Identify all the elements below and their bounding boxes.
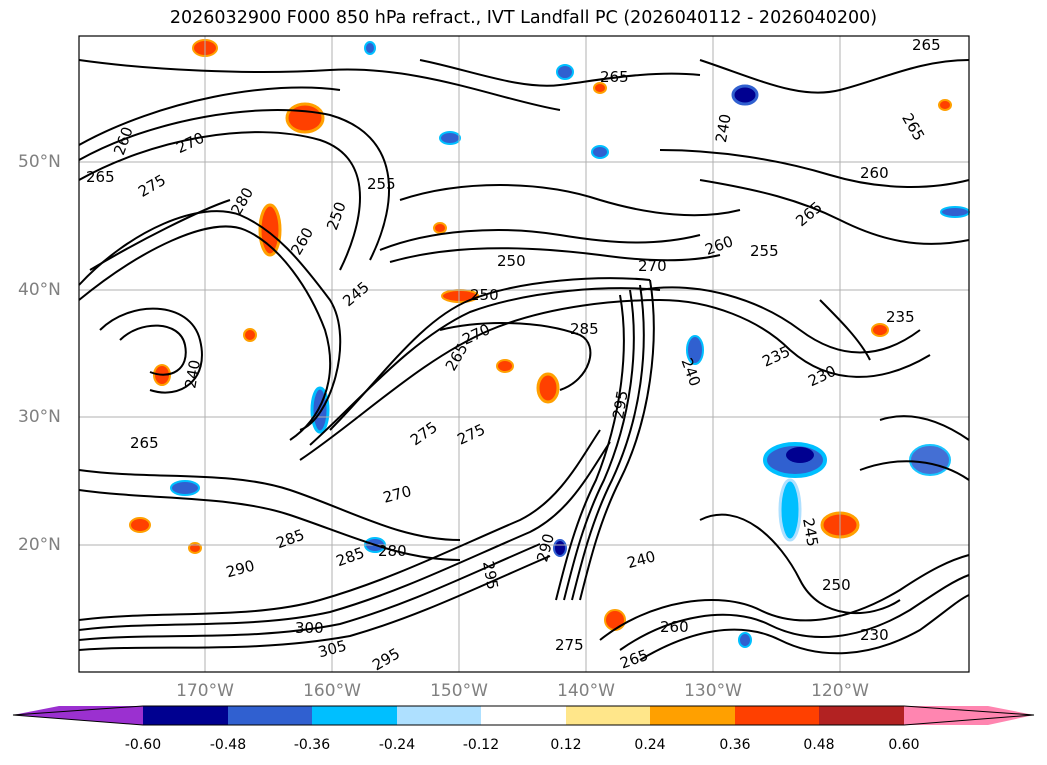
colorbar-tick-label: -0.36 bbox=[293, 737, 331, 753]
colorbar-left-extension bbox=[13, 706, 143, 725]
contour-label-group: 265 265 270 260 265 275 280 255 250 260 … bbox=[86, 36, 941, 674]
longitude-label: 160°W bbox=[303, 681, 361, 701]
colorbar-tick-label: -0.24 bbox=[378, 737, 416, 753]
map-background bbox=[79, 36, 969, 672]
colorbar-segment bbox=[481, 706, 566, 725]
map-frame bbox=[78, 35, 970, 673]
colorbar-tick-label: -0.48 bbox=[209, 737, 247, 753]
map-title: 2026032900 F000 850 hPa refract., IVT La… bbox=[169, 8, 878, 28]
contour-label: 265 bbox=[600, 68, 629, 86]
colorbar-tick-label: 0.24 bbox=[634, 737, 666, 753]
colorbar-tick-label: -0.60 bbox=[124, 737, 162, 753]
contour-label: 280 bbox=[378, 542, 407, 560]
contour-label: 240 bbox=[712, 113, 735, 144]
colorbar-segment bbox=[143, 706, 228, 725]
longitude-label: 140°W bbox=[557, 681, 615, 701]
contour-label: 250 bbox=[497, 252, 526, 270]
colorbar bbox=[12, 705, 1035, 726]
colorbar-segment bbox=[566, 706, 650, 725]
colorbar-tick-label: 0.12 bbox=[550, 737, 582, 753]
contour-label: 245 bbox=[799, 517, 822, 548]
contour-label: 240 bbox=[181, 358, 204, 389]
colorbar-segment bbox=[312, 706, 397, 725]
contour-label: 295 bbox=[479, 560, 502, 591]
graticule bbox=[79, 36, 969, 672]
colorbar-tick-label: -0.12 bbox=[462, 737, 500, 753]
longitude-label: 120°W bbox=[811, 681, 869, 701]
colorbar-right-extension bbox=[904, 706, 1034, 725]
longitude-label: 150°W bbox=[430, 681, 488, 701]
contour-label: 265 bbox=[912, 36, 941, 54]
colorbar-tick-label: 0.48 bbox=[803, 737, 835, 753]
colorbar-segment bbox=[819, 706, 904, 725]
colorbar-tick-label: 0.36 bbox=[719, 737, 751, 753]
latitude-label: 40°N bbox=[18, 280, 61, 300]
contour-label: 275 bbox=[555, 636, 584, 654]
colorbar-tick-label: 0.60 bbox=[888, 737, 920, 753]
colorbar-segment bbox=[650, 706, 735, 725]
contour-label: 265 bbox=[86, 168, 115, 186]
contour-label: 260 bbox=[660, 618, 689, 636]
contour-label: 285 bbox=[570, 320, 599, 338]
contour-label: 255 bbox=[367, 175, 396, 193]
contour-label: 235 bbox=[886, 308, 915, 326]
refractivity-contours bbox=[78, 59, 970, 661]
contour-label: 250 bbox=[822, 576, 851, 594]
latitude-label: 20°N bbox=[18, 535, 61, 555]
colorbar-segment bbox=[397, 706, 481, 725]
contour-label: 255 bbox=[750, 242, 779, 260]
contour-label: 260 bbox=[860, 164, 889, 182]
contour-label: 230 bbox=[860, 626, 889, 644]
contour-label: 265 bbox=[130, 434, 159, 452]
contour-label: 250 bbox=[470, 286, 499, 304]
contour-label: 270 bbox=[638, 257, 667, 275]
colorbar-segment bbox=[228, 706, 312, 725]
longitude-label: 130°W bbox=[684, 681, 742, 701]
latitude-label: 50°N bbox=[18, 152, 61, 172]
colorbar-segment bbox=[735, 706, 819, 725]
contour-label: 295 bbox=[609, 389, 632, 420]
latitude-label: 30°N bbox=[18, 407, 61, 427]
contour-label: 300 bbox=[295, 619, 324, 637]
longitude-label: 170°W bbox=[176, 681, 234, 701]
